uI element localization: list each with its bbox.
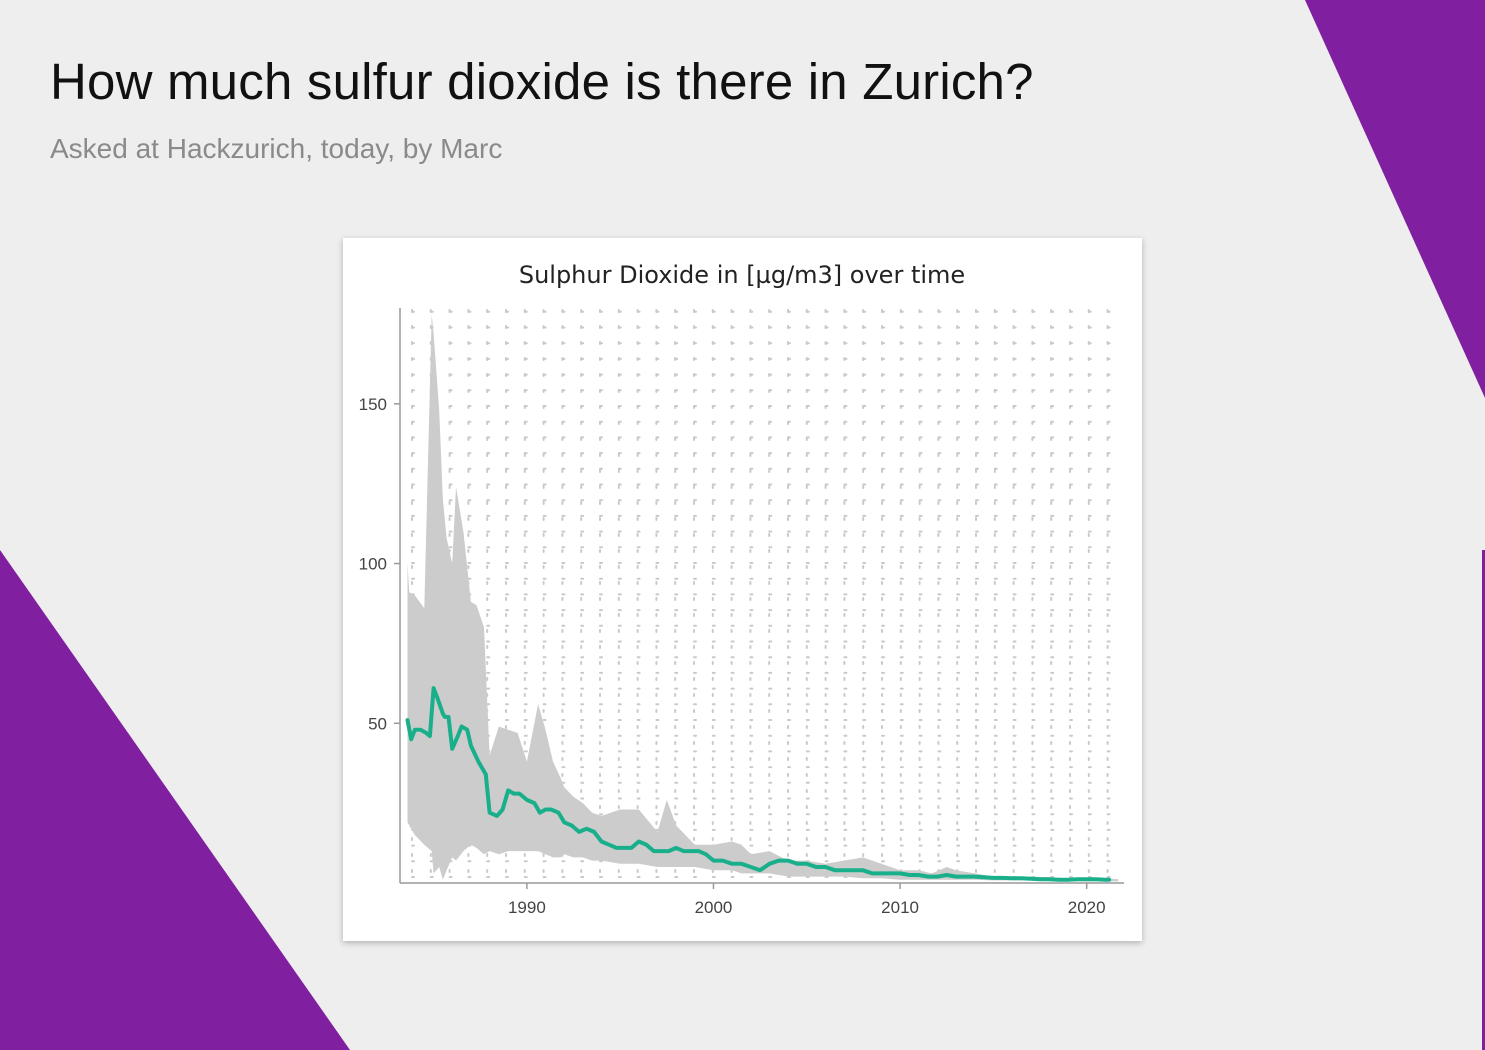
range-band [407,314,1119,882]
x-tick-label: 2010 [881,898,919,917]
x-tick-label: 1990 [508,898,546,917]
chart-card: Sulphur Dioxide in [µg/m3] over time 50 1… [343,238,1142,941]
mean-line [405,686,1112,882]
y-tick-label: 150 [359,395,387,414]
purple-corner-top-right [1305,0,1485,398]
chart-title: Sulphur Dioxide in [µg/m3] over time [519,261,965,289]
x-tick-label: 2020 [1068,898,1106,917]
axes: 50 100 150 1990 2000 2010 2020 [359,308,1124,917]
y-tick-label: 50 [368,714,387,733]
purple-edge-right [1482,550,1485,1050]
page-subtitle: Asked at Hackzurich, today, by Marc [50,133,503,164]
chart: Sulphur Dioxide in [µg/m3] over time 50 1… [359,261,1124,917]
y-tick-label: 100 [359,555,387,574]
page-title: How much sulfur dioxide is there in Zuri… [50,53,1034,110]
x-tick-label: 2000 [695,898,733,917]
page-header: How much sulfur dioxide is there in Zuri… [50,52,1034,165]
series-line [405,686,1112,882]
min-max-band [407,314,1119,882]
purple-corner-bottom-left [0,550,350,1050]
